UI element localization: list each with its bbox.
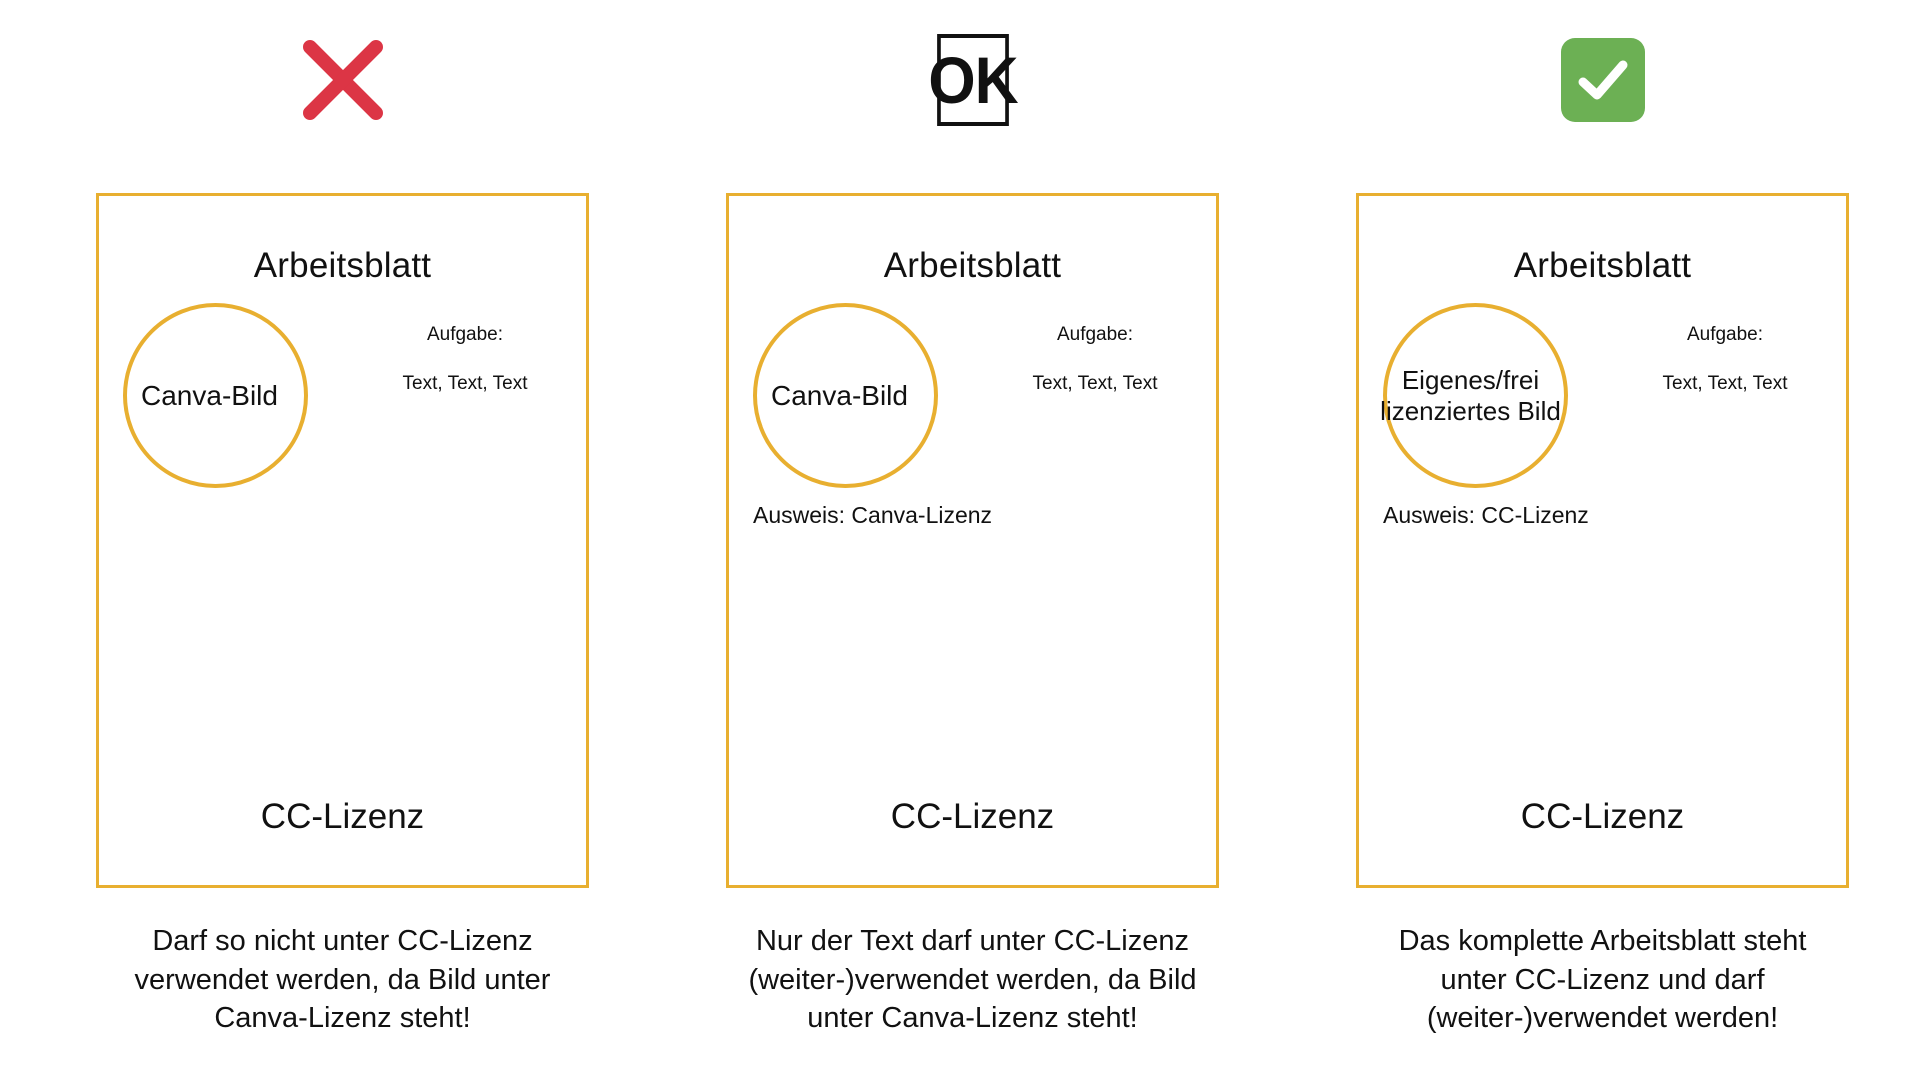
worksheet-licence-footer: CC-Lizenz xyxy=(260,797,425,836)
licence-note: Ausweis: CC-Lizenz xyxy=(1383,502,1589,528)
task-block: Aufgabe: Text, Text, Text xyxy=(1630,324,1820,395)
task-block: Aufgabe: Text, Text, Text xyxy=(370,324,560,395)
task-heading: Aufgabe: xyxy=(426,324,504,345)
worksheet-card: Arbeitsblatt Canva-Bild Aufgabe: Text, T… xyxy=(726,193,1219,888)
column-caption: Nur der Text darf unter CC-Lizenz (weite… xyxy=(748,925,1197,1035)
worksheet-card: Arbeitsblatt Eigenes/frei lizenziertes B… xyxy=(1356,193,1849,888)
comparison-column-not-allowed: Arbeitsblatt Canva-Bild Aufgabe: Text, T… xyxy=(96,0,589,1038)
task-block: Aufgabe: Text, Text, Text xyxy=(1000,324,1190,395)
worksheet-licence-footer: CC-Lizenz xyxy=(1520,797,1685,836)
column-caption: Das komplette Arbeitsblatt steht unter C… xyxy=(1398,925,1807,1035)
image-placeholder-label: Eigenes/frei lizenziertes Bild xyxy=(1380,364,1561,426)
check-icon xyxy=(1578,60,1627,99)
worksheet-title: Arbeitsblatt xyxy=(253,246,432,285)
image-placeholder-circle: Eigenes/frei lizenziertes Bild xyxy=(1380,303,1568,488)
task-heading: Aufgabe: xyxy=(1686,324,1764,345)
image-placeholder-label: Canva-Bild xyxy=(141,379,278,411)
comparison-column-allowed: Arbeitsblatt Eigenes/frei lizenziertes B… xyxy=(1356,0,1849,1038)
licence-note: Ausweis: Canva-Lizenz xyxy=(753,502,993,528)
worksheet-title: Arbeitsblatt xyxy=(883,246,1062,285)
verdict-badge-slot xyxy=(1356,0,1849,193)
ok-box-icon: OK xyxy=(928,33,1018,126)
verdict-badge-slot: OK xyxy=(726,0,1219,193)
verdict-badge-slot xyxy=(96,0,589,193)
image-placeholder-label: Canva-Bild xyxy=(771,379,908,411)
cross-icon xyxy=(302,39,383,120)
image-placeholder-circle: Canva-Bild xyxy=(753,303,938,488)
task-body: Text, Text, Text xyxy=(1662,373,1788,394)
comparison-column-ok: OK Arbeitsblatt Canva-Bild Aufgabe: Text… xyxy=(726,0,1219,1038)
column-caption: Darf so nicht unter CC-Lizenz verwendet … xyxy=(134,925,551,1035)
worksheet-title: Arbeitsblatt xyxy=(1513,246,1692,285)
task-heading: Aufgabe: xyxy=(1056,324,1134,345)
task-body: Text, Text, Text xyxy=(1032,373,1158,394)
check-badge xyxy=(1560,37,1645,122)
image-placeholder-circle: Canva-Bild xyxy=(123,303,308,488)
task-body: Text, Text, Text xyxy=(402,373,528,394)
worksheet-licence-footer: CC-Lizenz xyxy=(890,797,1055,836)
worksheet-card: Arbeitsblatt Canva-Bild Aufgabe: Text, T… xyxy=(96,193,589,888)
